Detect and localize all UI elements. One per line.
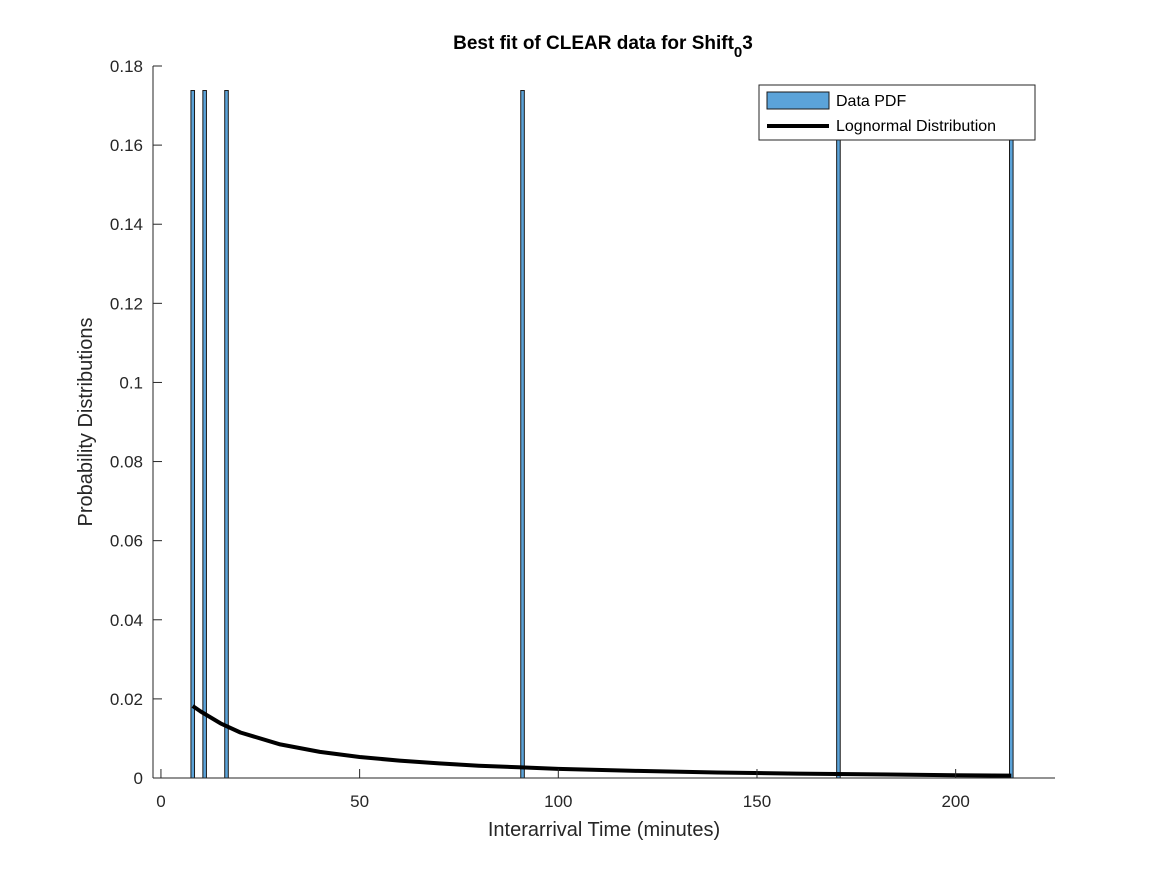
y-axis-label: Probability Distributions	[75, 318, 97, 527]
chart-title-main: Best fit of CLEAR data for Shift	[453, 33, 734, 54]
x-axis-label: Interarrival Time (minutes)	[488, 819, 720, 841]
y-tick-label: 0	[134, 769, 143, 788]
y-tick-label: 0.06	[110, 532, 143, 551]
data-pdf-bar	[520, 90, 525, 779]
y-tick-label: 0.12	[110, 294, 143, 313]
x-axis-ticks: 0 50 100 150 200	[156, 769, 970, 811]
data-pdf-bar	[836, 90, 841, 779]
y-tick-label: 0.18	[110, 57, 143, 76]
data-pdf-bar	[224, 90, 229, 779]
data-pdf-bar	[190, 90, 196, 779]
legend-label-lognormal: Lognormal Distribution	[836, 118, 996, 135]
x-tick-label: 200	[941, 792, 969, 811]
x-tick-label: 100	[544, 792, 572, 811]
lognormal-curve	[191, 704, 1012, 778]
chart-title: Best fit of CLEAR data for Shift03	[453, 33, 753, 61]
y-tick-label: 0.08	[110, 453, 143, 472]
legend-label-data-pdf: Data PDF	[836, 93, 906, 110]
x-tick-label: 0	[156, 792, 165, 811]
y-tick-label: 0.02	[110, 690, 143, 709]
x-tick-label: 150	[743, 792, 771, 811]
y-tick-label: 0.16	[110, 136, 143, 155]
x-tick-label: 50	[350, 792, 369, 811]
legend-swatch-data-pdf	[766, 91, 830, 110]
y-tick-label: 0.14	[110, 215, 143, 234]
chart-title-suffix: 3	[742, 33, 753, 54]
data-pdf-bar	[1009, 90, 1014, 779]
legend: Data PDF Lognormal Distribution	[758, 84, 1036, 141]
chart-title-subscript: 0	[734, 44, 742, 61]
y-tick-label: 0.1	[119, 373, 143, 392]
y-tick-label: 0.04	[110, 611, 143, 630]
y-axis-ticks: 0 0.02 0.04 0.06 0.08 0.1 0.12 0.14 0.16 0.18	[110, 57, 162, 788]
data-pdf-bar	[202, 90, 207, 779]
